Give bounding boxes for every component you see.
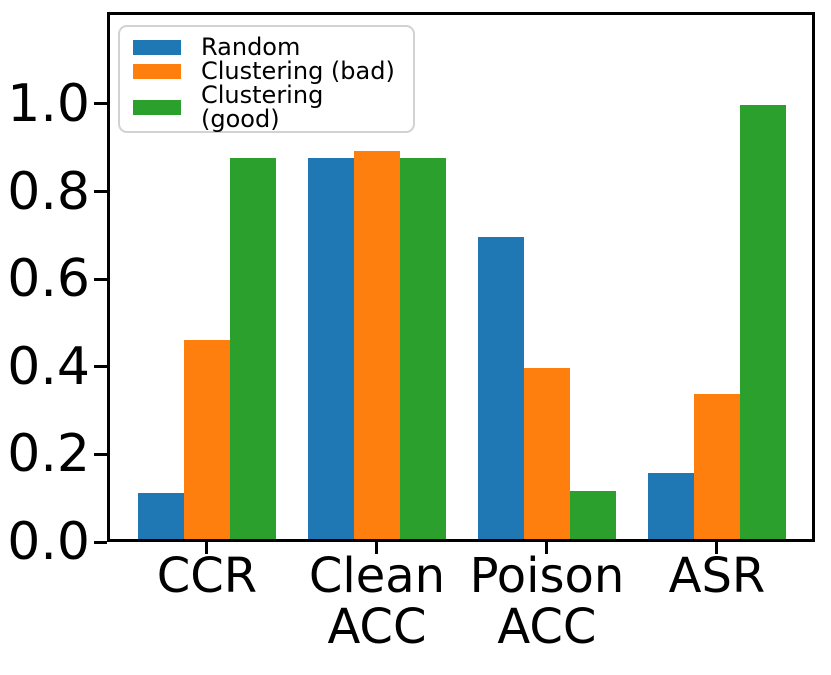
y-tick-label-0-6: 0.6 [7, 249, 90, 310]
bar-ccr-clustering-good [230, 158, 276, 539]
y-tick-mark-0-2 [94, 452, 107, 456]
legend-label-clustering-bad: Clustering (bad) [201, 57, 395, 85]
bar-asr-clustering-good [740, 105, 786, 539]
legend-swatch-clustering-good [133, 99, 181, 115]
y-tick-label-0-0: 0.0 [7, 512, 90, 572]
legend-item-random: Random [133, 35, 400, 59]
x-tick-label-asr: ASR [668, 548, 766, 604]
x-tick-label-ccr: CCR [156, 548, 258, 604]
y-tick-label-0-2: 0.2 [7, 424, 90, 485]
x-tick-mark-asr [715, 542, 719, 554]
legend-item-clustering-good: Clustering (good) [133, 83, 400, 131]
legend: Random Clustering (bad) Clustering (good) [118, 25, 415, 133]
y-tick-label-0-8: 0.8 [7, 161, 90, 222]
y-tick-label-1-0: 1.0 [7, 73, 90, 134]
x-tick-label-clean: Clean ACC [308, 548, 446, 655]
x-tick-label-poison: Poison ACC [469, 548, 625, 655]
x-tick-mark-ccr [205, 542, 209, 554]
y-tick-mark-0-8 [94, 190, 107, 194]
bar-poison-clustering-good [570, 491, 616, 539]
y-tick-mark-0-4 [94, 365, 107, 369]
bar-ccr-random [138, 493, 184, 539]
legend-label-random: Random [201, 33, 301, 61]
y-tick-mark-0-6 [94, 277, 107, 281]
bar-asr-random [648, 473, 694, 539]
y-tick-mark-1-0 [94, 102, 107, 106]
legend-item-clustering-bad: Clustering (bad) [133, 59, 400, 83]
bar-poison-clustering-bad [524, 368, 570, 539]
y-tick-label-0-4: 0.4 [7, 336, 90, 397]
x-tick-mark-clean [375, 542, 379, 554]
bar-ccr-clustering-bad [184, 340, 230, 539]
bar-clean-clustering-good [400, 158, 446, 539]
bar-asr-clustering-bad [694, 394, 740, 539]
y-tick-mark-0-0 [94, 540, 107, 544]
legend-swatch-clustering-bad [133, 63, 181, 79]
bar-poison-random [478, 237, 524, 539]
legend-label-clustering-good: Clustering (good) [201, 81, 324, 133]
bar-clean-clustering-bad [354, 151, 400, 539]
bar-clean-random [308, 158, 354, 539]
legend-swatch-random [133, 39, 181, 55]
plot-area: Random Clustering (bad) Clustering (good) [107, 12, 815, 542]
x-tick-mark-poison [545, 542, 549, 554]
